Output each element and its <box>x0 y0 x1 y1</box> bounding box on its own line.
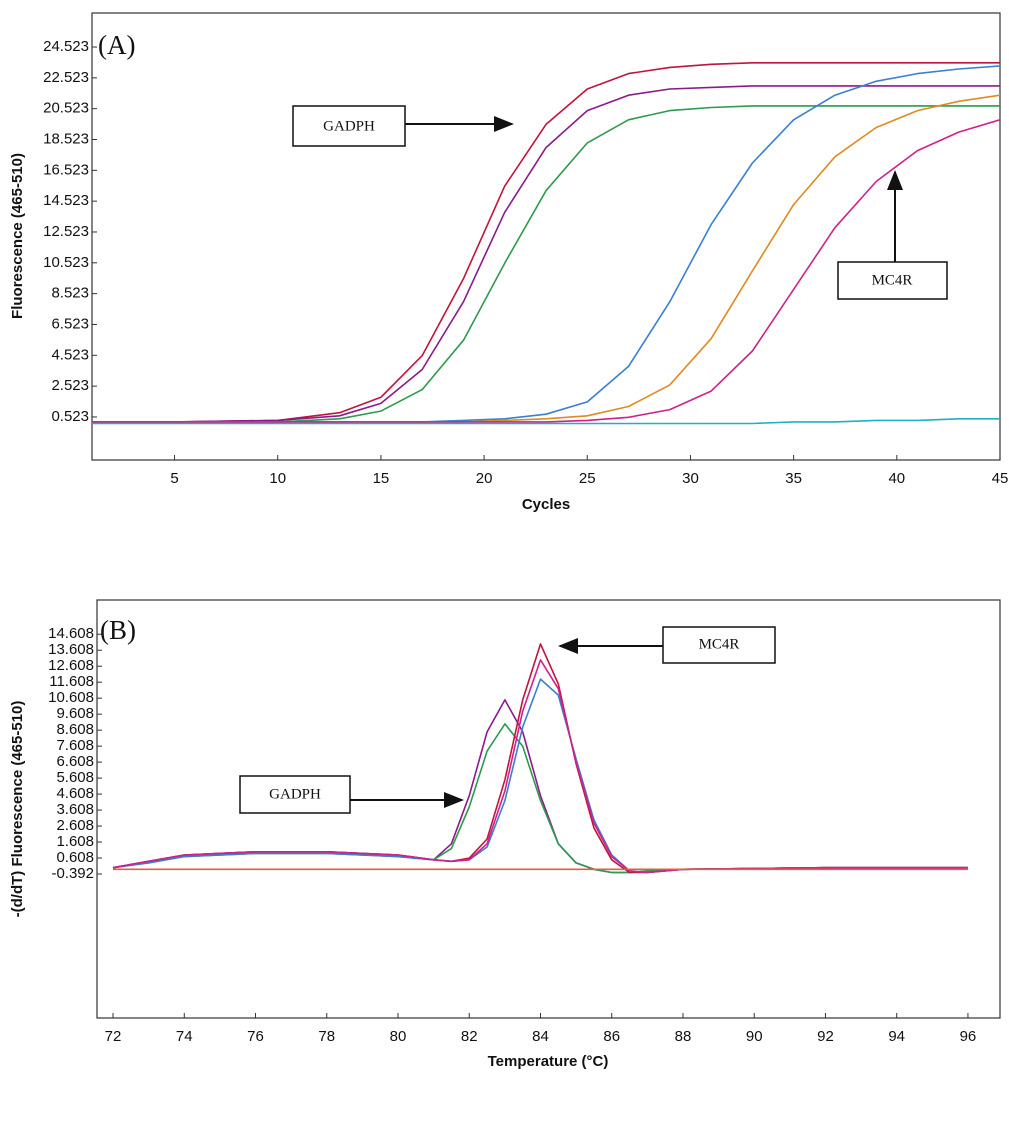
annotation-box <box>837 261 948 300</box>
y-tick-label: 24.523 <box>43 38 89 55</box>
x-tick-label: 80 <box>390 1028 407 1045</box>
plot-frame <box>91 12 1001 461</box>
data-line <box>92 62 1000 423</box>
plot-frame <box>96 599 1001 1019</box>
annotation-box <box>239 775 351 814</box>
x-axis-label: Cycles <box>522 496 570 513</box>
x-tick-label: 30 <box>682 470 699 487</box>
y-tick-label: 11.608 <box>49 673 94 690</box>
y-tick-label: 0.608 <box>56 849 94 866</box>
x-tick-label: 88 <box>675 1028 692 1045</box>
x-tick-label: 82 <box>461 1028 478 1045</box>
data-line <box>112 659 968 874</box>
plot-area <box>112 643 968 874</box>
x-tick-label: 96 <box>960 1028 977 1045</box>
x-tick-label: 92 <box>817 1028 834 1045</box>
x-tick-label: 84 <box>532 1028 549 1045</box>
y-tick-label: 16.523 <box>43 161 89 178</box>
y-tick-label: 12.608 <box>48 657 94 674</box>
annotation: MC4R <box>872 272 913 288</box>
annotation-box <box>662 626 776 664</box>
plot-area <box>92 62 1000 425</box>
x-tick-label: 15 <box>373 470 390 487</box>
annotation: GADPH <box>323 118 375 134</box>
y-tick-label: 8.608 <box>56 721 94 738</box>
y-tick-label: 3.608 <box>56 801 94 818</box>
y-axis-label: Fluorescence (465-510) <box>9 153 26 319</box>
x-tick-label: 25 <box>579 470 596 487</box>
x-tick-label: 76 <box>247 1028 264 1045</box>
x-tick-label: 90 <box>746 1028 763 1045</box>
data-line <box>92 119 1000 423</box>
x-tick-label: 74 <box>176 1028 193 1045</box>
y-tick-label: 1.608 <box>56 833 94 850</box>
y-tick-label: 9.608 <box>56 705 94 722</box>
panel-label: (A) <box>98 30 135 60</box>
y-tick-label: 10.608 <box>48 689 94 706</box>
y-tick-label: 0.523 <box>51 408 89 425</box>
y-tick-label: 4.523 <box>51 346 89 363</box>
x-tick-label: 40 <box>888 470 905 487</box>
y-tick-label: 22.523 <box>43 69 89 86</box>
y-tick-label: 2.523 <box>51 377 89 394</box>
y-tick-label: 8.523 <box>51 285 89 302</box>
y-tick-label: 10.523 <box>43 254 89 271</box>
annotation: MC4R <box>699 636 740 652</box>
y-tick-label: 12.523 <box>43 223 89 240</box>
y-tick-label: 14.608 <box>48 625 94 642</box>
x-tick-label: 5 <box>170 470 178 487</box>
data-line <box>92 418 1000 425</box>
panel-label: (B) <box>100 615 136 645</box>
x-tick-label: 45 <box>992 470 1009 487</box>
y-tick-label: 14.523 <box>43 192 89 209</box>
y-tick-label: 4.608 <box>56 785 94 802</box>
x-tick-label: 72 <box>105 1028 122 1045</box>
x-tick-label: 20 <box>476 470 493 487</box>
y-axis-label: -(d/dT) Fluorescence (465-510) <box>9 701 26 918</box>
annotations: (A) GADPH MC4R (B) MC4R GADPH <box>98 30 948 814</box>
y-tick-label: 2.608 <box>56 817 94 834</box>
y-tick-label: 13.608 <box>48 641 94 658</box>
y-tick-label: 6.608 <box>56 753 94 770</box>
annotation: GADPH <box>269 786 321 802</box>
x-tick-label: 10 <box>269 470 286 487</box>
data-line <box>92 105 1000 423</box>
y-tick-label: 20.523 <box>43 100 89 117</box>
y-tick-label: -0.392 <box>51 865 94 882</box>
x-tick-label: 78 <box>318 1028 335 1045</box>
x-axis-label: Temperature (°C) <box>488 1053 609 1070</box>
x-tick-label: 35 <box>785 470 802 487</box>
y-tick-label: 18.523 <box>43 130 89 147</box>
y-tick-label: 7.608 <box>56 737 94 754</box>
axes: 0.523 2.523 4.523 6.523 8.523 10.523 12.523 14.… <box>43 38 1008 1045</box>
x-tick-label: 86 <box>603 1028 620 1045</box>
x-tick-label: 94 <box>888 1028 905 1045</box>
y-tick-label: 6.523 <box>51 315 89 332</box>
y-tick-label: 5.608 <box>56 769 94 786</box>
data-line <box>92 85 1000 423</box>
annotation-box <box>292 105 406 147</box>
